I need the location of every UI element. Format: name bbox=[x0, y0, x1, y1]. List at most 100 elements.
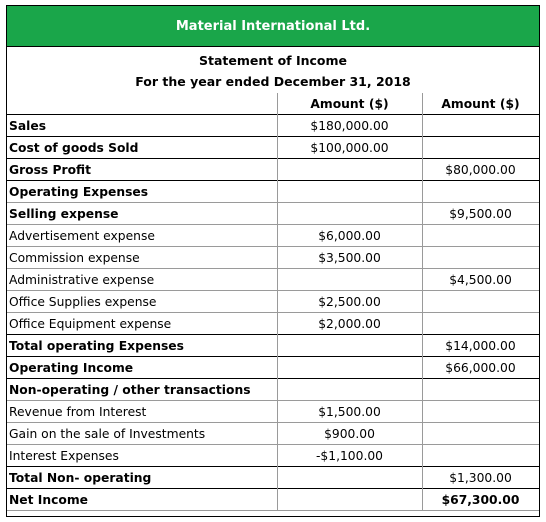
row-amount1 bbox=[277, 181, 422, 203]
row-amount2 bbox=[422, 313, 539, 335]
row-label: Total Non- operating bbox=[9, 471, 152, 485]
row-label: Office Equipment expense bbox=[9, 317, 172, 331]
table-row: Cost of goods Sold $100,000.00 bbox=[7, 137, 539, 159]
row-divider bbox=[7, 136, 539, 137]
row-amount1: $1,500.00 bbox=[318, 405, 381, 419]
row-amount2: $80,000.00 bbox=[445, 163, 516, 177]
row-divider bbox=[7, 202, 539, 203]
row-amount1 bbox=[277, 467, 422, 489]
row-amount1: -$1,100.00 bbox=[315, 449, 384, 463]
row-amount1 bbox=[277, 159, 422, 181]
row-divider bbox=[7, 158, 539, 159]
row-label: Administrative expense bbox=[9, 273, 155, 287]
statement-period: For the year ended December 31, 2018 bbox=[135, 74, 411, 89]
table-row: Administrative expense $4,500.00 bbox=[7, 269, 539, 291]
table-row: Revenue from Interest $1,500.00 bbox=[7, 401, 539, 423]
table-row: Gain on the sale of Investments $900.00 bbox=[7, 423, 539, 445]
row-divider bbox=[7, 180, 539, 181]
row-amount1: $180,000.00 bbox=[310, 119, 389, 133]
row-label: Net Income bbox=[9, 493, 89, 507]
row-amount2 bbox=[422, 247, 539, 269]
row-label: Office Supplies expense bbox=[9, 295, 157, 309]
row-divider bbox=[7, 224, 539, 225]
row-amount2: $4,500.00 bbox=[449, 273, 512, 287]
row-divider bbox=[7, 422, 539, 423]
table-row: Total Non- operating $1,300.00 bbox=[7, 467, 539, 489]
row-label: Commission expense bbox=[9, 251, 140, 265]
row-divider bbox=[7, 444, 539, 445]
row-amount2 bbox=[422, 379, 539, 401]
table-row: Net Income $67,300.00 bbox=[7, 489, 539, 511]
income-statement-sheet: Material International Ltd. Statement of… bbox=[6, 5, 540, 517]
row-amount1 bbox=[277, 379, 422, 401]
row-amount2: $67,300.00 bbox=[441, 493, 520, 507]
row-amount1 bbox=[277, 203, 422, 225]
row-label: Advertisement expense bbox=[9, 229, 155, 243]
header-label-cell bbox=[9, 93, 277, 115]
column-divider bbox=[422, 93, 423, 511]
column-divider bbox=[277, 93, 278, 511]
row-divider bbox=[7, 400, 539, 401]
row-amount2 bbox=[422, 401, 539, 423]
row-divider bbox=[7, 312, 539, 313]
row-amount2: $1,300.00 bbox=[449, 471, 512, 485]
row-divider bbox=[7, 488, 539, 489]
row-amount1: $6,000.00 bbox=[318, 229, 381, 243]
row-label: Cost of goods Sold bbox=[9, 141, 139, 155]
row-label: Interest Expenses bbox=[9, 449, 119, 463]
row-amount2 bbox=[422, 291, 539, 313]
row-divider bbox=[7, 268, 539, 269]
table-row: Gross Profit $80,000.00 bbox=[7, 159, 539, 181]
row-amount2 bbox=[422, 423, 539, 445]
row-divider bbox=[7, 334, 539, 335]
row-amount2 bbox=[422, 225, 539, 247]
row-amount1 bbox=[277, 489, 422, 511]
row-amount2 bbox=[422, 181, 539, 203]
row-divider bbox=[7, 356, 539, 357]
row-amount1: $900.00 bbox=[324, 427, 375, 441]
row-label: Selling expense bbox=[9, 207, 119, 221]
row-label: Total operating Expenses bbox=[9, 339, 184, 353]
row-label: Sales bbox=[9, 119, 47, 133]
row-label: Non-operating / other transactions bbox=[9, 383, 251, 397]
row-label: Gross Profit bbox=[9, 163, 92, 177]
header-amount2: Amount ($) bbox=[441, 97, 520, 111]
row-amount1: $2,500.00 bbox=[318, 295, 381, 309]
row-amount1 bbox=[277, 335, 422, 357]
row-divider bbox=[7, 246, 539, 247]
table-row: Office Supplies expense $2,500.00 bbox=[7, 291, 539, 313]
table-row: Interest Expenses -$1,100.00 bbox=[7, 445, 539, 467]
table-row: Non-operating / other transactions bbox=[7, 379, 539, 401]
row-amount1: $3,500.00 bbox=[318, 251, 381, 265]
row-divider bbox=[7, 466, 539, 467]
table-row: Advertisement expense $6,000.00 bbox=[7, 225, 539, 247]
company-title: Material International Ltd. bbox=[7, 6, 539, 47]
row-divider bbox=[7, 114, 539, 115]
header-row: Amount ($) Amount ($) bbox=[7, 93, 539, 115]
row-amount1 bbox=[277, 269, 422, 291]
row-amount2: $9,500.00 bbox=[449, 207, 512, 221]
row-amount2 bbox=[422, 115, 539, 137]
table-row: Selling expense $9,500.00 bbox=[7, 203, 539, 225]
table-row: Commission expense $3,500.00 bbox=[7, 247, 539, 269]
row-divider bbox=[7, 290, 539, 291]
table-row: Operating Income $66,000.00 bbox=[7, 357, 539, 379]
header-amount1: Amount ($) bbox=[310, 97, 389, 111]
table-row: Total operating Expenses $14,000.00 bbox=[7, 335, 539, 357]
row-divider bbox=[7, 378, 539, 379]
row-amount1: $100,000.00 bbox=[310, 141, 389, 155]
row-label: Operating Expenses bbox=[9, 185, 149, 199]
table-row: Sales $180,000.00 bbox=[7, 115, 539, 137]
row-label: Gain on the sale of Investments bbox=[9, 427, 206, 441]
row-divider bbox=[7, 510, 539, 511]
row-label: Revenue from Interest bbox=[9, 405, 147, 419]
table-row: Office Equipment expense $2,000.00 bbox=[7, 313, 539, 335]
row-label: Operating Income bbox=[9, 361, 134, 375]
table-row: Operating Expenses bbox=[7, 181, 539, 203]
row-amount2 bbox=[422, 137, 539, 159]
row-amount1: $2,000.00 bbox=[318, 317, 381, 331]
row-amount1 bbox=[277, 357, 422, 379]
statement-title: Statement of Income bbox=[198, 53, 348, 68]
row-amount2: $66,000.00 bbox=[445, 361, 516, 375]
row-amount2: $14,000.00 bbox=[445, 339, 516, 353]
